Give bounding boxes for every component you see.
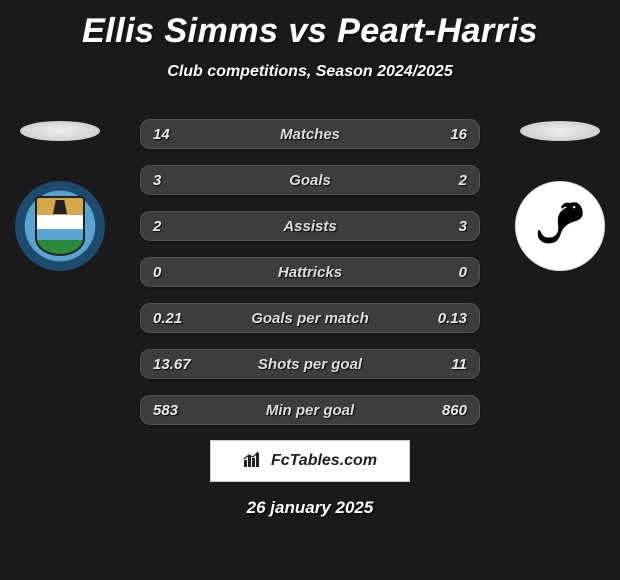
stat-label: Min per goal — [141, 402, 479, 419]
chart-bars-icon — [243, 450, 265, 473]
comparison-subtitle: Club competitions, Season 2024/2025 — [0, 63, 620, 81]
stat-row: 0.21Goals per match0.13 — [140, 303, 480, 333]
stat-label: Hattricks — [141, 264, 479, 281]
club-badge-right — [515, 181, 605, 271]
comparison-title: Ellis Simms vs Peart-Harris — [0, 0, 620, 51]
club-badge-left — [15, 181, 105, 271]
comparison-main: 14Matches16 3Goals2 2Assists3 0Hattricks0 0.… — [0, 119, 620, 439]
stat-label: Matches — [141, 126, 479, 143]
stat-row: 3Goals2 — [140, 165, 480, 195]
stat-row: 2Assists3 — [140, 211, 480, 241]
player-right-photo — [520, 121, 600, 141]
player-left-column — [0, 119, 120, 271]
stat-row: 0Hattricks0 — [140, 257, 480, 287]
player-right-column — [500, 119, 620, 271]
player-left-photo — [20, 121, 100, 141]
footer-brand-text: FcTables.com — [271, 452, 377, 470]
stat-label: Assists — [141, 218, 479, 235]
stat-label: Shots per goal — [141, 356, 479, 373]
footer-brand-logo: FcTables.com — [210, 440, 410, 482]
stats-column: 14Matches16 3Goals2 2Assists3 0Hattricks0 0.… — [140, 119, 480, 441]
stat-label: Goals — [141, 172, 479, 189]
stat-row: 13.67Shots per goal11 — [140, 349, 480, 379]
stat-row: 14Matches16 — [140, 119, 480, 149]
stat-label: Goals per match — [141, 310, 479, 327]
swan-icon — [531, 194, 591, 254]
stat-row: 583Min per goal860 — [140, 395, 480, 425]
generation-date: 26 january 2025 — [0, 498, 620, 518]
